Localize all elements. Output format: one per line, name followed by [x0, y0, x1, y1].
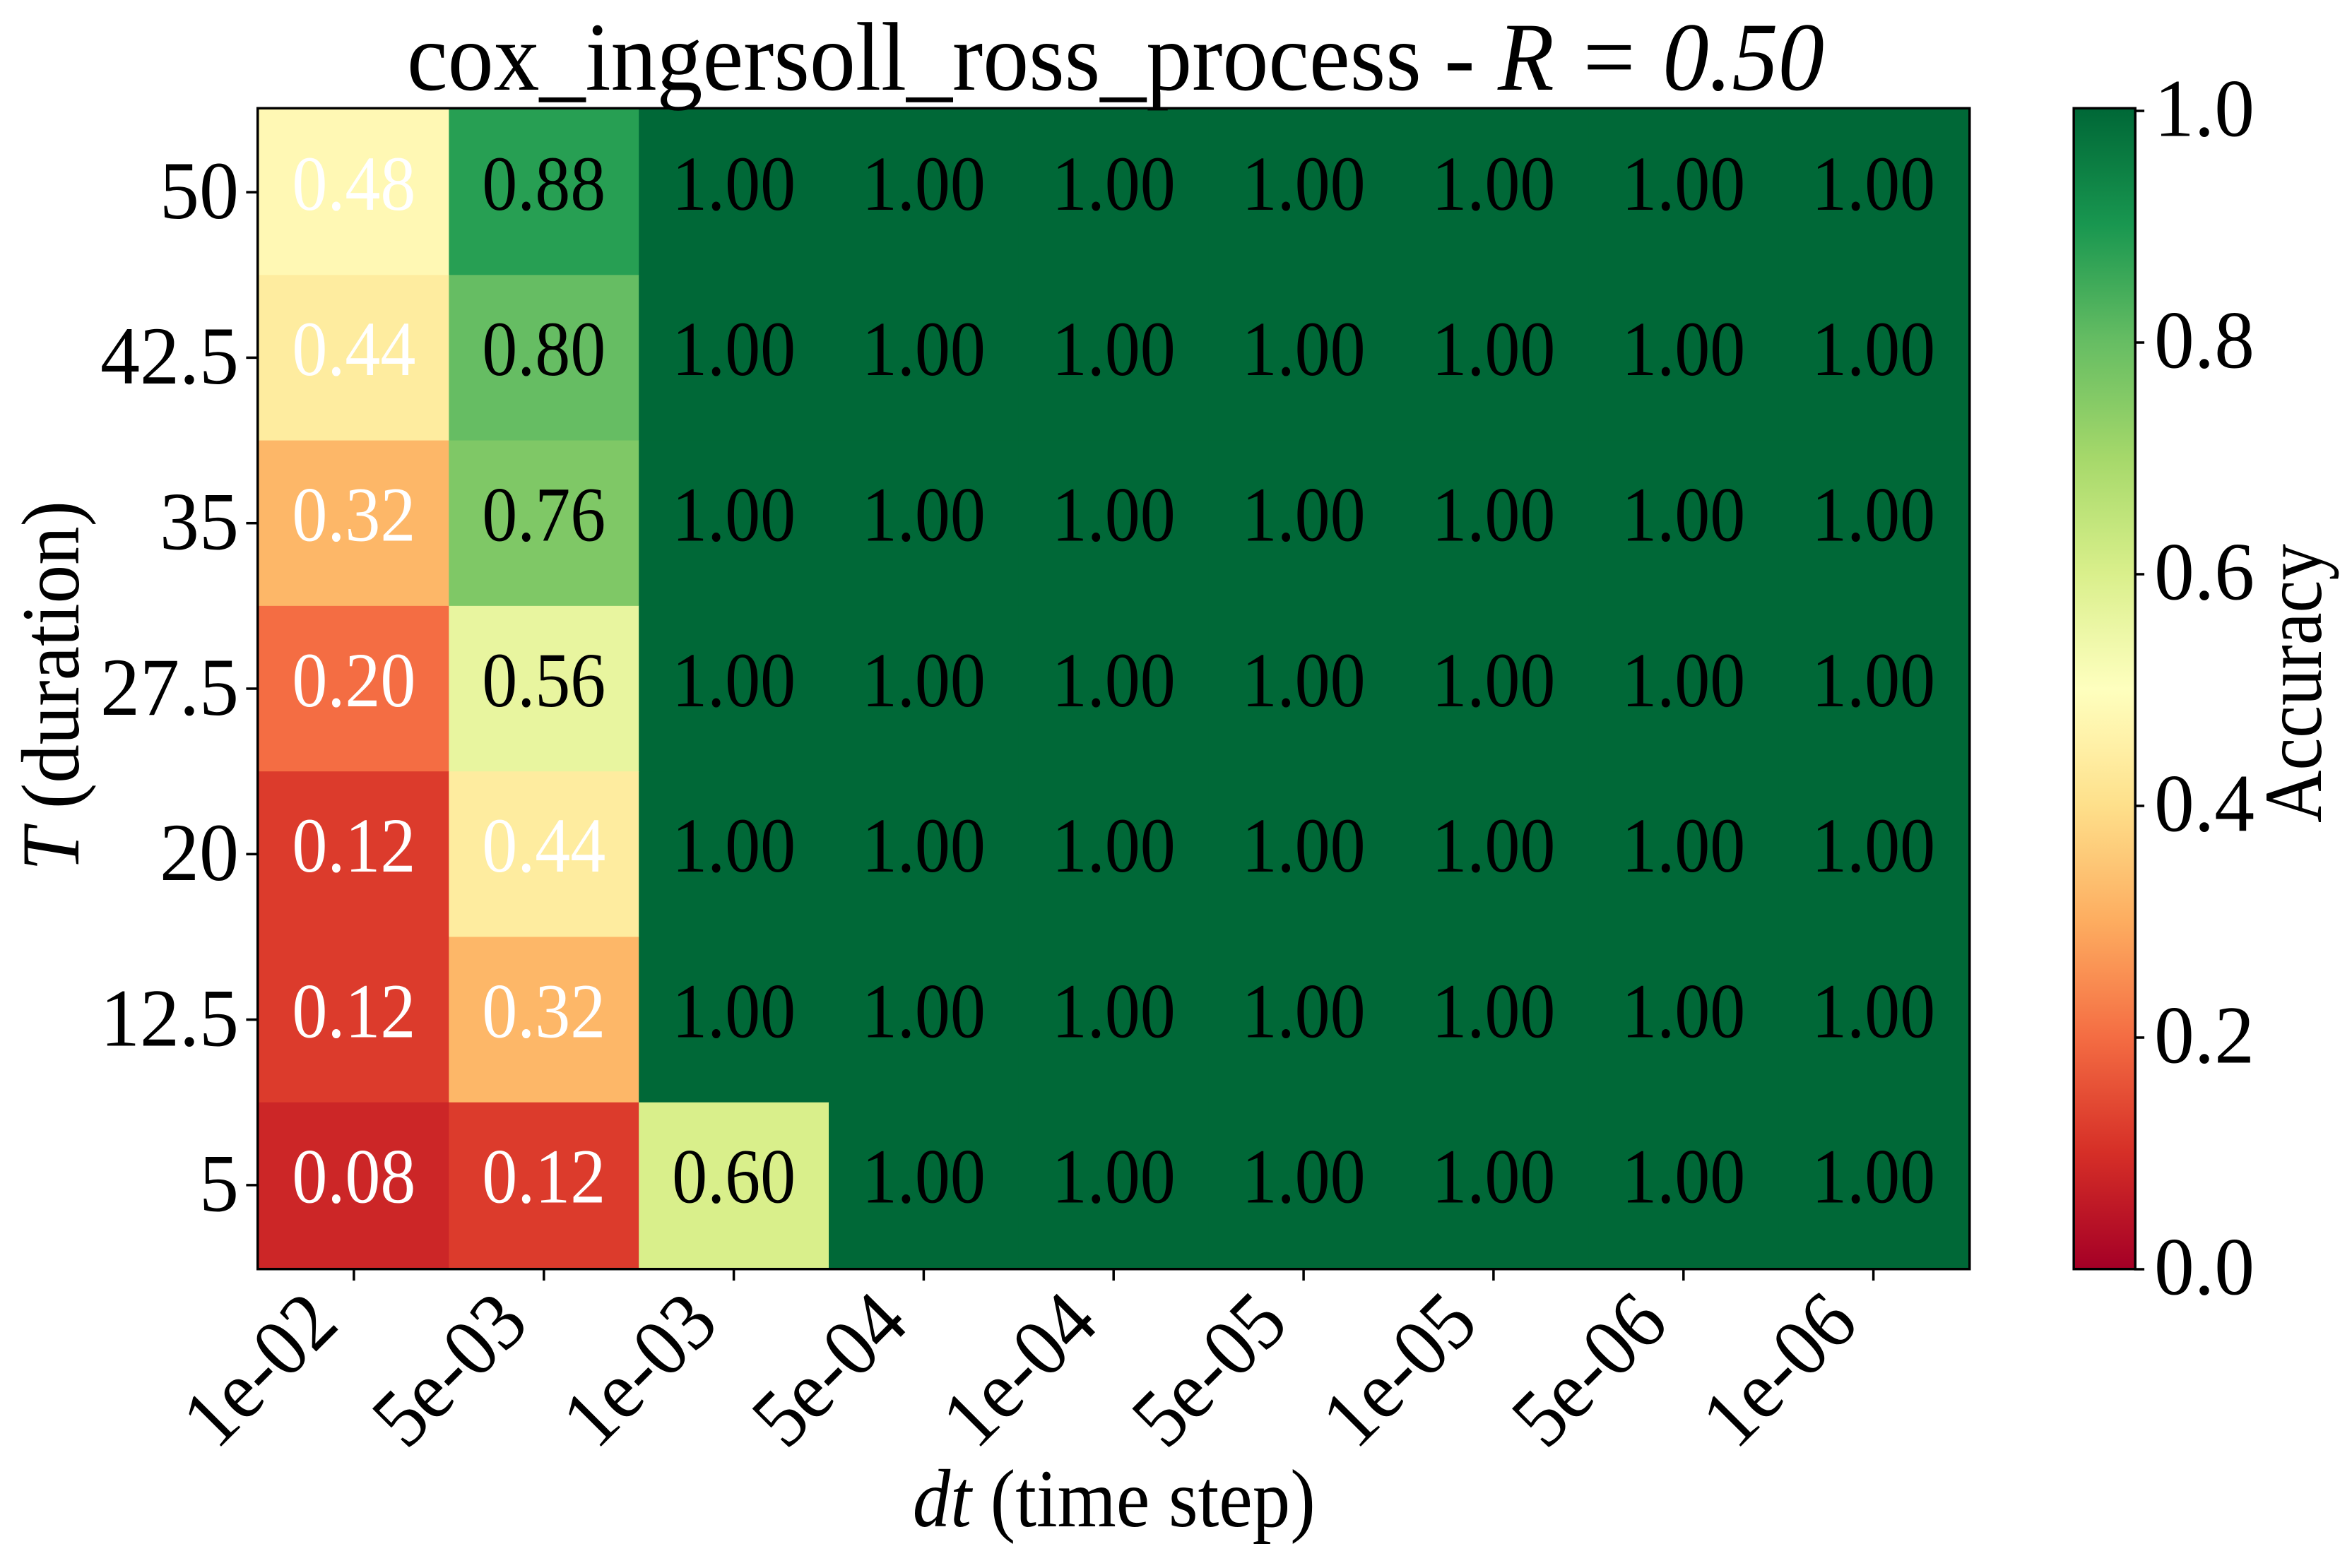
svg-text:1.00: 1.00 — [1242, 141, 1366, 227]
svg-text:0.20: 0.20 — [292, 637, 415, 723]
svg-text:1.00: 1.00 — [1052, 637, 1176, 723]
svg-text:0.08: 0.08 — [292, 1134, 415, 1220]
svg-text:1.00: 1.00 — [1621, 637, 1745, 723]
svg-text:1.00: 1.00 — [1431, 968, 1555, 1054]
svg-text:1.00: 1.00 — [1431, 802, 1555, 889]
svg-text:0.32: 0.32 — [292, 472, 415, 558]
svg-text:0.80: 0.80 — [482, 306, 605, 392]
svg-text:0.0: 0.0 — [2154, 1222, 2255, 1313]
svg-text:T (duration): T (duration) — [6, 501, 97, 871]
svg-text:1.00: 1.00 — [1242, 1134, 1366, 1220]
svg-text:1.00: 1.00 — [862, 141, 986, 227]
svg-text:1.00: 1.00 — [1052, 141, 1176, 227]
svg-text:Accuracy: Accuracy — [2248, 544, 2339, 823]
svg-text:1.00: 1.00 — [1621, 472, 1745, 558]
svg-text:1.00: 1.00 — [862, 637, 986, 723]
svg-text:1.00: 1.00 — [862, 1134, 986, 1220]
svg-text:1.00: 1.00 — [862, 306, 986, 392]
svg-text:1.00: 1.00 — [1052, 1134, 1176, 1220]
svg-text:1.00: 1.00 — [1812, 472, 1935, 558]
svg-text:1.00: 1.00 — [1621, 306, 1745, 392]
svg-text:1.0: 1.0 — [2154, 64, 2255, 155]
svg-text:1.00: 1.00 — [672, 802, 796, 889]
svg-text:1.00: 1.00 — [1431, 472, 1555, 558]
svg-text:1.00: 1.00 — [1812, 637, 1935, 723]
svg-text:35: 35 — [160, 477, 239, 568]
svg-text:1.00: 1.00 — [1052, 968, 1176, 1054]
svg-text:1.00: 1.00 — [672, 968, 796, 1054]
svg-text:1.00: 1.00 — [1621, 141, 1745, 227]
svg-text:1.00: 1.00 — [1431, 141, 1555, 227]
svg-text:0.32: 0.32 — [482, 968, 605, 1054]
svg-text:0.6: 0.6 — [2154, 527, 2255, 618]
svg-text:1.00: 1.00 — [1431, 637, 1555, 723]
svg-text:dt (time step): dt (time step) — [913, 1454, 1316, 1545]
svg-text:1.00: 1.00 — [862, 802, 986, 889]
svg-text:0.12: 0.12 — [292, 802, 415, 889]
svg-text:1.00: 1.00 — [862, 968, 986, 1054]
svg-text:20: 20 — [160, 807, 239, 898]
svg-text:1.00: 1.00 — [862, 472, 986, 558]
svg-text:50: 50 — [160, 145, 239, 237]
svg-text:1.00: 1.00 — [1621, 802, 1745, 889]
svg-text:12.5: 12.5 — [100, 973, 239, 1064]
svg-text:0.48: 0.48 — [292, 141, 415, 227]
svg-text:R = 0.50: R = 0.50 — [1497, 3, 1824, 111]
svg-text:1.00: 1.00 — [672, 637, 796, 723]
svg-text:1.00: 1.00 — [1052, 802, 1176, 889]
svg-text:1.00: 1.00 — [1431, 1134, 1555, 1220]
svg-text:0.12: 0.12 — [292, 968, 415, 1054]
svg-text:1.00: 1.00 — [1242, 472, 1366, 558]
svg-text:1.00: 1.00 — [1621, 1134, 1745, 1220]
svg-text:0.12: 0.12 — [482, 1134, 605, 1220]
svg-text:1.00: 1.00 — [672, 306, 796, 392]
svg-text:27.5: 27.5 — [100, 642, 239, 733]
svg-text:1.00: 1.00 — [1242, 637, 1366, 723]
svg-text:1.00: 1.00 — [1812, 1134, 1935, 1220]
svg-text:0.2: 0.2 — [2154, 990, 2255, 1081]
svg-text:1.00: 1.00 — [1621, 968, 1745, 1054]
svg-text:1.00: 1.00 — [1052, 306, 1176, 392]
svg-text:0.44: 0.44 — [292, 306, 415, 392]
svg-text:1.00: 1.00 — [1052, 472, 1176, 558]
svg-text:1.00: 1.00 — [1812, 141, 1935, 227]
svg-text:0.76: 0.76 — [482, 472, 605, 558]
svg-text:1.00: 1.00 — [1242, 802, 1366, 889]
svg-text:0.88: 0.88 — [482, 141, 605, 227]
svg-text:42.5: 42.5 — [100, 311, 239, 402]
svg-text:cox_ingersoll_ross_process -: cox_ingersoll_ross_process - — [407, 3, 1498, 111]
svg-text:1.00: 1.00 — [1431, 306, 1555, 392]
svg-text:1.00: 1.00 — [1242, 968, 1366, 1054]
svg-text:5: 5 — [199, 1139, 239, 1230]
svg-text:0.4: 0.4 — [2154, 759, 2255, 850]
svg-text:0.8: 0.8 — [2154, 295, 2255, 386]
svg-text:1.00: 1.00 — [1242, 306, 1366, 392]
svg-text:1.00: 1.00 — [1812, 306, 1935, 392]
svg-text:0.44: 0.44 — [482, 802, 605, 889]
svg-text:1.00: 1.00 — [1812, 968, 1935, 1054]
svg-text:1.00: 1.00 — [672, 141, 796, 227]
svg-text:0.56: 0.56 — [482, 637, 605, 723]
svg-text:0.60: 0.60 — [672, 1134, 796, 1220]
svg-text:1.00: 1.00 — [1812, 802, 1935, 889]
svg-text:1.00: 1.00 — [672, 472, 796, 558]
